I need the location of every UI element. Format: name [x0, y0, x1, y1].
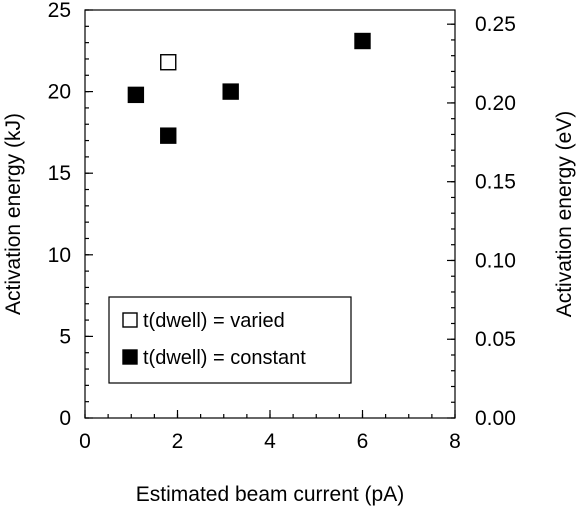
x-tick-label: 2: [172, 430, 184, 453]
x-tick-label: 6: [357, 430, 369, 453]
data-point-constant: [160, 127, 177, 144]
data-points: [127, 32, 371, 144]
y-tick-labels: 0 5 10 15 20 25: [48, 0, 71, 430]
y-tick-label: 10: [48, 244, 71, 267]
data-point-constant: [354, 32, 371, 50]
y-tick-label: 5: [59, 325, 71, 348]
y2-tick-labels: 0.00 0.05 0.10 0.15 0.20 0.25: [475, 13, 516, 430]
legend-marker-varied: [122, 312, 138, 328]
y2-tick-label: 0.05: [475, 328, 516, 351]
y-tick-label: 15: [48, 162, 71, 185]
y-tick-label: 20: [48, 81, 71, 104]
y-axis-title: Activation energy (kJ): [2, 113, 25, 315]
x-tick-label: 8: [449, 430, 461, 453]
legend: t(dwell) = varied t(dwell) = constant: [108, 296, 352, 384]
y2-tick-label: 0.00: [475, 407, 516, 430]
x-tick-label: 4: [264, 430, 276, 453]
y2-tick-label: 0.25: [475, 13, 516, 36]
y2-tick-label: 0.20: [475, 92, 516, 115]
y2-axis-title: Activation energy (eV): [553, 111, 576, 318]
y2-tick-label: 0.10: [475, 249, 516, 272]
legend-label-varied: t(dwell) = varied: [143, 310, 285, 332]
data-point-constant: [222, 83, 239, 100]
x-tick-labels: 0 2 4 6 8: [79, 430, 461, 453]
y-tick-label: 0: [59, 407, 71, 430]
data-point-varied: [160, 54, 177, 71]
data-point-constant: [127, 86, 145, 104]
x-tick-label: 0: [79, 430, 91, 453]
x-axis-title: Estimated beam current (pA): [136, 483, 404, 506]
y2-tick-label: 0.15: [475, 171, 516, 194]
plot-frame: [84, 9, 456, 419]
legend-marker-constant: [122, 349, 138, 365]
legend-box: [108, 296, 352, 384]
legend-label-constant: t(dwell) = constant: [143, 347, 306, 369]
y-tick-label: 25: [48, 0, 71, 22]
